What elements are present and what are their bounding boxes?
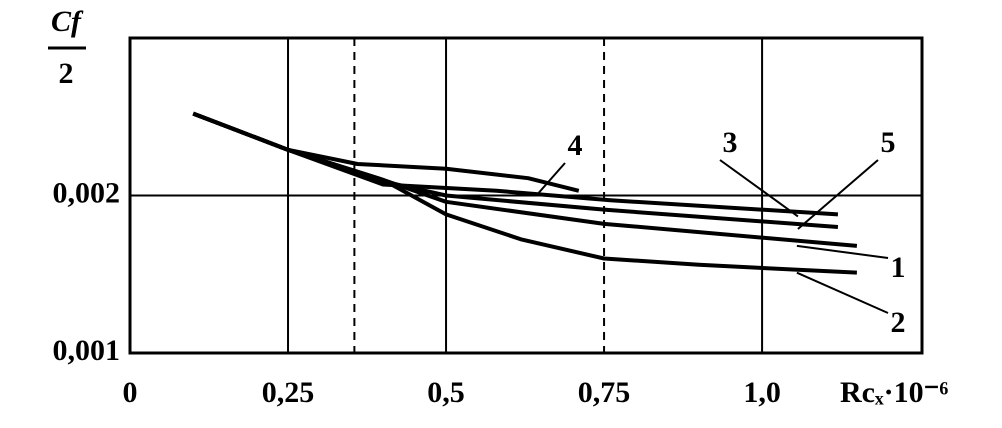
x-tick-label: 0,25: [262, 376, 315, 409]
curve: [192, 111, 839, 217]
series-label: 4: [568, 129, 583, 162]
x-tick-label: 0,75: [578, 376, 631, 409]
curve: [192, 111, 839, 229]
leader-line: [719, 159, 799, 218]
series-label: 1: [891, 251, 906, 284]
x-tick-label: 1,0: [743, 376, 781, 409]
series-label: 2: [891, 306, 906, 339]
y-label-numerator: Cf: [51, 5, 84, 38]
y-tick-label: 0,001: [53, 334, 121, 367]
x-label: Rcₓ·10⁻⁶: [840, 376, 948, 409]
series-label: 5: [881, 126, 896, 159]
leader-line: [538, 162, 566, 194]
x-tick-label: 0: [123, 376, 138, 409]
leader-line: [796, 244, 889, 259]
y-tick-label: 0,002: [53, 176, 121, 209]
leader-line: [796, 271, 889, 314]
leader-line: [797, 159, 879, 230]
y-label-denominator: 2: [59, 57, 74, 90]
series-label: 3: [723, 126, 738, 159]
x-tick-label: 0,5: [427, 376, 465, 409]
